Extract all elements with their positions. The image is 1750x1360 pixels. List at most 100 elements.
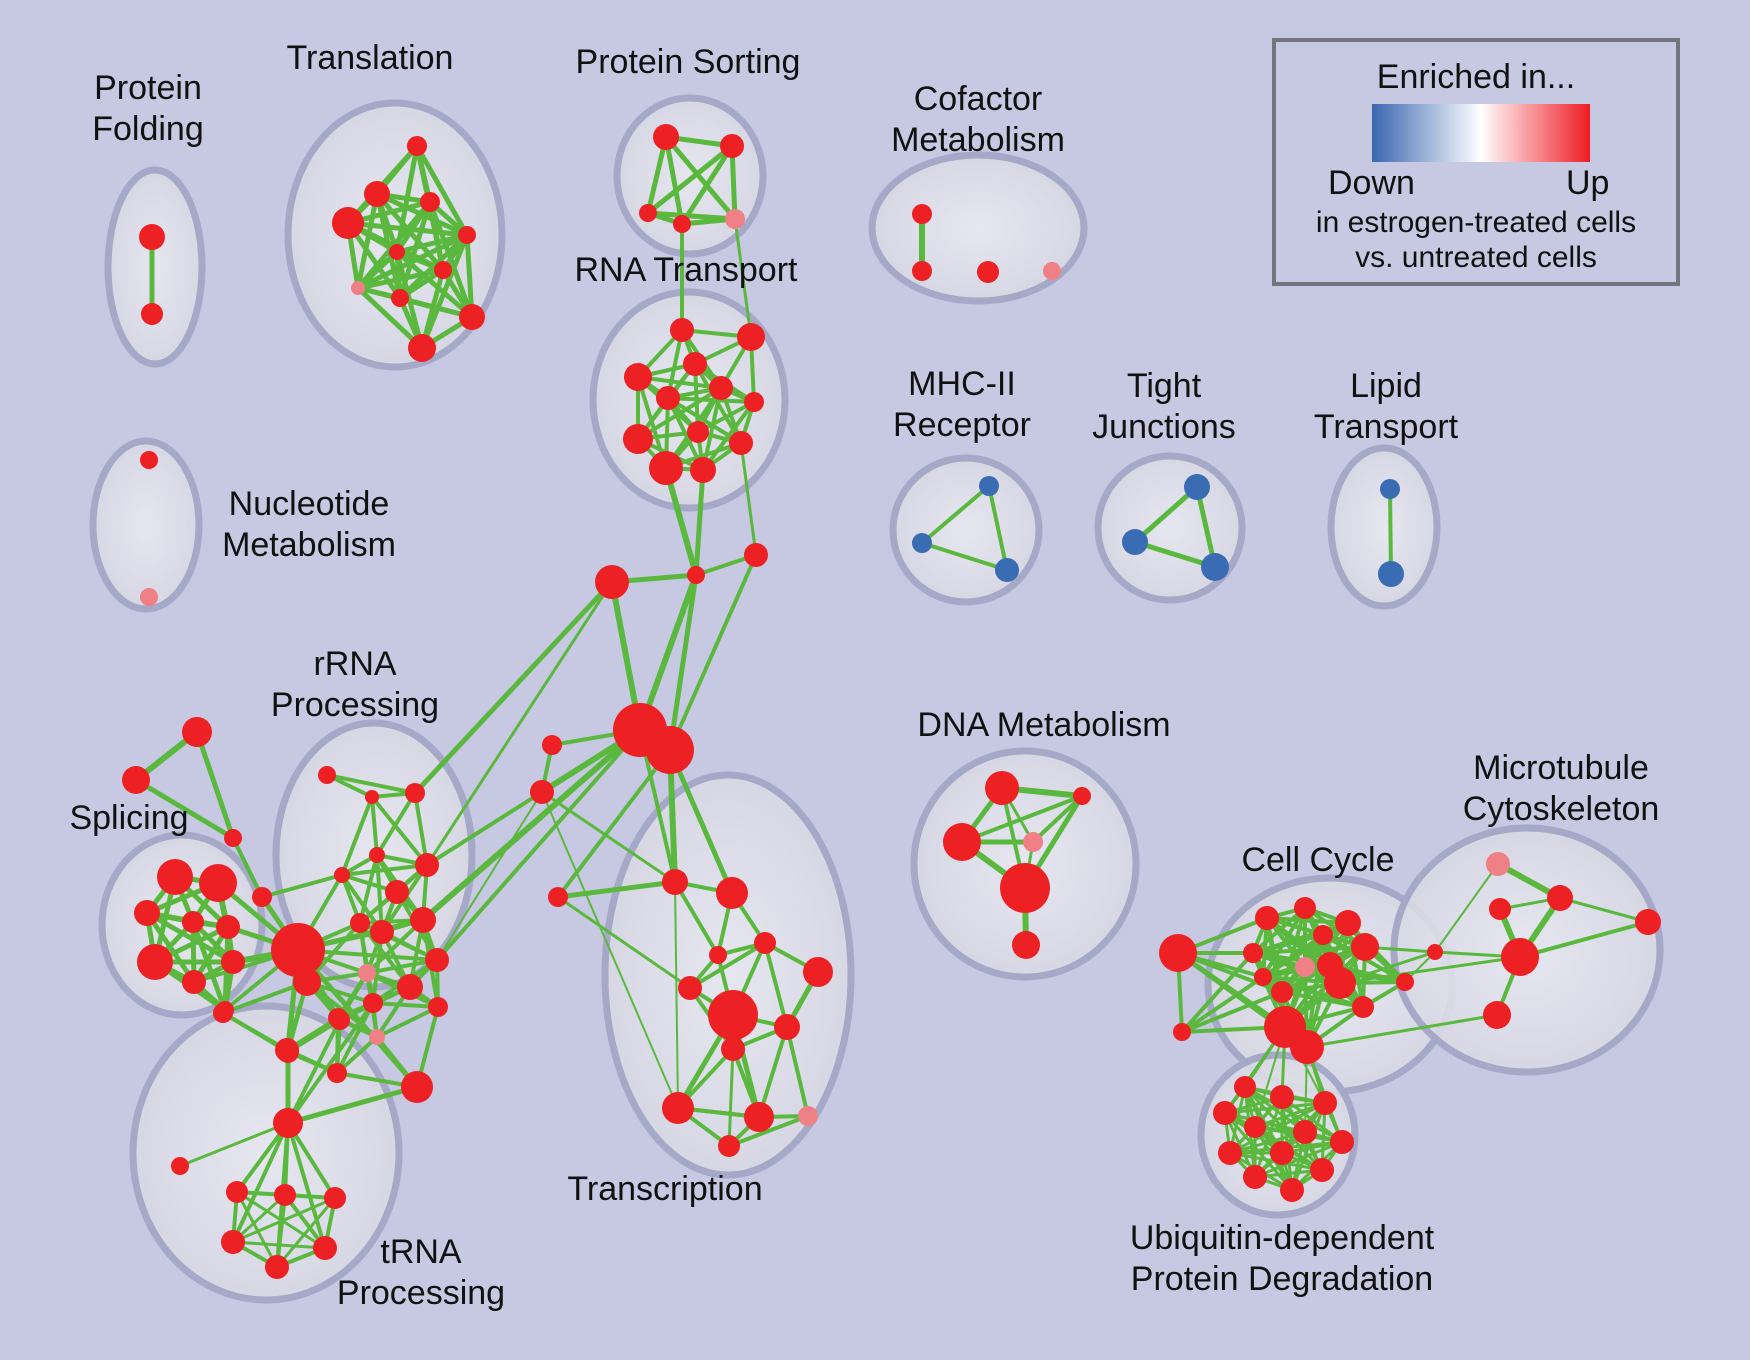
gene-set-node[interactable] bbox=[744, 1102, 774, 1132]
gene-set-node[interactable] bbox=[134, 900, 160, 926]
gene-set-node[interactable] bbox=[721, 1037, 745, 1061]
gene-set-node[interactable] bbox=[709, 946, 727, 964]
gene-set-node[interactable] bbox=[1396, 973, 1414, 991]
gene-set-node[interactable] bbox=[662, 1092, 694, 1124]
gene-set-node[interactable] bbox=[943, 823, 981, 861]
gene-set-node[interactable] bbox=[1352, 996, 1374, 1018]
gene-set-node[interactable] bbox=[385, 880, 409, 904]
gene-set-node[interactable] bbox=[140, 451, 158, 469]
gene-set-node[interactable] bbox=[1270, 1141, 1294, 1165]
gene-set-node[interactable] bbox=[985, 771, 1019, 805]
gene-set-node[interactable] bbox=[1313, 925, 1333, 945]
gene-set-node[interactable] bbox=[1234, 1076, 1256, 1098]
gene-set-node[interactable] bbox=[1324, 967, 1356, 999]
gene-set-node[interactable] bbox=[708, 990, 758, 1040]
gene-set-node[interactable] bbox=[977, 261, 999, 283]
gene-set-node[interactable] bbox=[1254, 968, 1272, 986]
gene-set-node[interactable] bbox=[709, 376, 733, 400]
gene-set-node[interactable] bbox=[548, 887, 568, 907]
gene-set-node[interactable] bbox=[646, 726, 694, 774]
gene-set-node[interactable] bbox=[725, 209, 745, 229]
gene-set-node[interactable] bbox=[1201, 553, 1229, 581]
gene-set-node[interactable] bbox=[140, 588, 158, 606]
gene-set-node[interactable] bbox=[649, 451, 683, 485]
gene-set-node[interactable] bbox=[1547, 885, 1573, 911]
gene-set-node[interactable] bbox=[1012, 931, 1040, 959]
gene-set-node[interactable] bbox=[224, 829, 242, 847]
gene-set-node[interactable] bbox=[1293, 1120, 1317, 1144]
gene-set-node[interactable] bbox=[458, 226, 476, 244]
gene-set-node[interactable] bbox=[718, 1135, 740, 1157]
gene-set-node[interactable] bbox=[1310, 1158, 1334, 1182]
gene-set-node[interactable] bbox=[912, 533, 932, 553]
gene-set-node[interactable] bbox=[595, 565, 629, 599]
gene-set-node[interactable] bbox=[1380, 479, 1400, 499]
gene-set-node[interactable] bbox=[1270, 1085, 1294, 1109]
gene-set-node[interactable] bbox=[141, 303, 163, 325]
gene-set-node[interactable] bbox=[410, 907, 436, 933]
gene-set-node[interactable] bbox=[1486, 852, 1510, 876]
gene-set-node[interactable] bbox=[1351, 933, 1379, 961]
gene-set-node[interactable] bbox=[358, 964, 376, 982]
gene-set-node[interactable] bbox=[420, 192, 440, 212]
gene-set-node[interactable] bbox=[415, 853, 439, 877]
gene-set-node[interactable] bbox=[313, 1236, 337, 1260]
gene-set-node[interactable] bbox=[327, 1063, 347, 1083]
gene-set-node[interactable] bbox=[1043, 262, 1061, 280]
gene-set-node[interactable] bbox=[1290, 1030, 1324, 1064]
gene-set-node[interactable] bbox=[744, 392, 764, 412]
gene-set-node[interactable] bbox=[182, 911, 204, 933]
gene-set-node[interactable] bbox=[1173, 1023, 1191, 1041]
gene-set-node[interactable] bbox=[405, 783, 425, 803]
gene-set-node[interactable] bbox=[1280, 1178, 1304, 1202]
gene-set-node[interactable] bbox=[401, 1071, 433, 1103]
gene-set-node[interactable] bbox=[1295, 957, 1315, 977]
gene-set-node[interactable] bbox=[912, 204, 932, 224]
gene-set-node[interactable] bbox=[803, 957, 833, 987]
gene-set-node[interactable] bbox=[221, 950, 245, 974]
gene-set-node[interactable] bbox=[226, 1181, 248, 1203]
gene-set-node[interactable] bbox=[1218, 1141, 1242, 1165]
gene-set-node[interactable] bbox=[774, 1014, 800, 1040]
gene-set-node[interactable] bbox=[1244, 1116, 1266, 1138]
gene-set-node[interactable] bbox=[1243, 943, 1263, 963]
gene-set-node[interactable] bbox=[912, 261, 932, 281]
gene-set-node[interactable] bbox=[137, 944, 173, 980]
gene-set-node[interactable] bbox=[673, 215, 691, 233]
gene-set-node[interactable] bbox=[332, 207, 364, 239]
gene-set-node[interactable] bbox=[369, 847, 385, 863]
gene-set-node[interactable] bbox=[1271, 981, 1293, 1003]
gene-set-node[interactable] bbox=[273, 1108, 303, 1138]
gene-set-node[interactable] bbox=[274, 1184, 296, 1206]
gene-set-node[interactable] bbox=[318, 766, 336, 784]
gene-set-node[interactable] bbox=[364, 181, 390, 207]
gene-set-node[interactable] bbox=[370, 920, 394, 944]
gene-set-node[interactable] bbox=[624, 363, 652, 391]
gene-set-node[interactable] bbox=[798, 1106, 818, 1126]
gene-set-node[interactable] bbox=[653, 124, 679, 150]
gene-set-node[interactable] bbox=[737, 323, 765, 351]
gene-set-node[interactable] bbox=[252, 887, 272, 907]
gene-set-node[interactable] bbox=[716, 877, 748, 909]
gene-set-node[interactable] bbox=[271, 923, 325, 977]
gene-set-node[interactable] bbox=[275, 1038, 299, 1062]
gene-set-node[interactable] bbox=[754, 932, 776, 954]
gene-set-node[interactable] bbox=[1483, 1001, 1511, 1029]
gene-set-node[interactable] bbox=[351, 281, 365, 295]
gene-set-node[interactable] bbox=[1000, 863, 1050, 913]
gene-set-node[interactable] bbox=[350, 913, 370, 933]
gene-set-node[interactable] bbox=[1159, 934, 1197, 972]
gene-set-node[interactable] bbox=[139, 224, 165, 250]
gene-set-node[interactable] bbox=[434, 261, 452, 279]
gene-set-node[interactable] bbox=[365, 790, 379, 804]
gene-set-node[interactable] bbox=[265, 1255, 289, 1279]
gene-set-node[interactable] bbox=[199, 864, 237, 902]
gene-set-node[interactable] bbox=[1255, 906, 1279, 930]
gene-set-node[interactable] bbox=[389, 244, 405, 260]
gene-set-node[interactable] bbox=[687, 566, 705, 584]
gene-set-node[interactable] bbox=[1313, 1091, 1337, 1115]
gene-set-node[interactable] bbox=[334, 867, 350, 883]
gene-set-node[interactable] bbox=[182, 717, 212, 747]
gene-set-node[interactable] bbox=[1184, 474, 1210, 500]
gene-set-node[interactable] bbox=[397, 974, 423, 1000]
